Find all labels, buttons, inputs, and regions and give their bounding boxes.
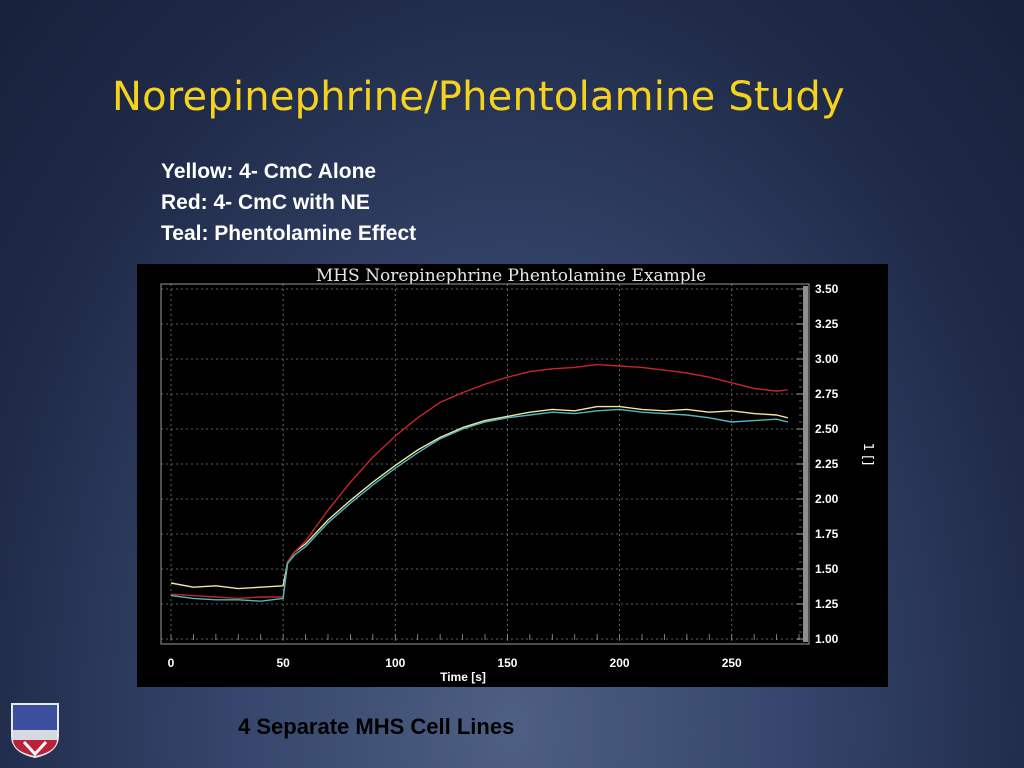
slide-title: Norepinephrine/Phentolamine Study: [112, 74, 845, 120]
x-axis-title: Time [s]: [440, 670, 486, 684]
y-tick-label: 2.50: [815, 422, 839, 436]
y-tick-label: 3.50: [815, 282, 839, 296]
plot-frame: [160, 283, 810, 645]
y-tick-label: 1.50: [815, 562, 839, 576]
y-tick-label: 2.00: [815, 492, 839, 506]
y-tick-label: 1.75: [815, 527, 839, 541]
y-axis-bar: [803, 286, 808, 642]
color-legend: Yellow: 4- CmC Alone Red: 4- CmC with NE…: [161, 156, 416, 249]
legend-line-red: Red: 4- CmC with NE: [161, 191, 370, 214]
y-tick-label: 3.00: [815, 352, 839, 366]
legend-line-yellow: Yellow: 4- CmC Alone: [161, 160, 377, 183]
x-tick-label: 150: [497, 656, 517, 670]
y-tick-label: 1.00: [815, 632, 839, 646]
series-line-2: [170, 363, 788, 600]
x-tick-label: 250: [722, 656, 742, 670]
series-layer: [170, 363, 788, 602]
footer-caption: 4 Separate MHS Cell Lines: [238, 714, 515, 739]
usu-logo-shield: [11, 703, 59, 758]
axis-frame: [160, 283, 810, 645]
chart-title: MHS Norepinephrine Phentolamine Example: [316, 266, 706, 286]
tick-labels: 3.50 3.25 3.00 2.75 2.50 2.25 2.00 1.75 1.50 1.25…: [168, 282, 839, 670]
x-tick-label: 200: [610, 656, 630, 670]
series-line-1: [170, 405, 788, 590]
line-chart: MHS Norepinephrine Phentolamine Example …: [137, 264, 888, 687]
y-tick-label: 3.25: [815, 317, 839, 331]
y-tick-label: 2.75: [815, 387, 839, 401]
grid-layer: [161, 284, 803, 644]
x-tick-label: 100: [385, 656, 405, 670]
legend-line-teal: Teal: Phentolamine Effect: [161, 222, 417, 245]
y-tick-label: 2.25: [815, 457, 839, 471]
series-line-3: [170, 408, 788, 602]
x-tick-label: 0: [168, 656, 175, 670]
y-tick-label: 1.25: [815, 597, 839, 611]
right-axis-marker: 1 []: [860, 443, 875, 466]
x-tick-label: 50: [276, 656, 290, 670]
chart-svg: MHS Norepinephrine Phentolamine Example …: [160, 266, 875, 684]
